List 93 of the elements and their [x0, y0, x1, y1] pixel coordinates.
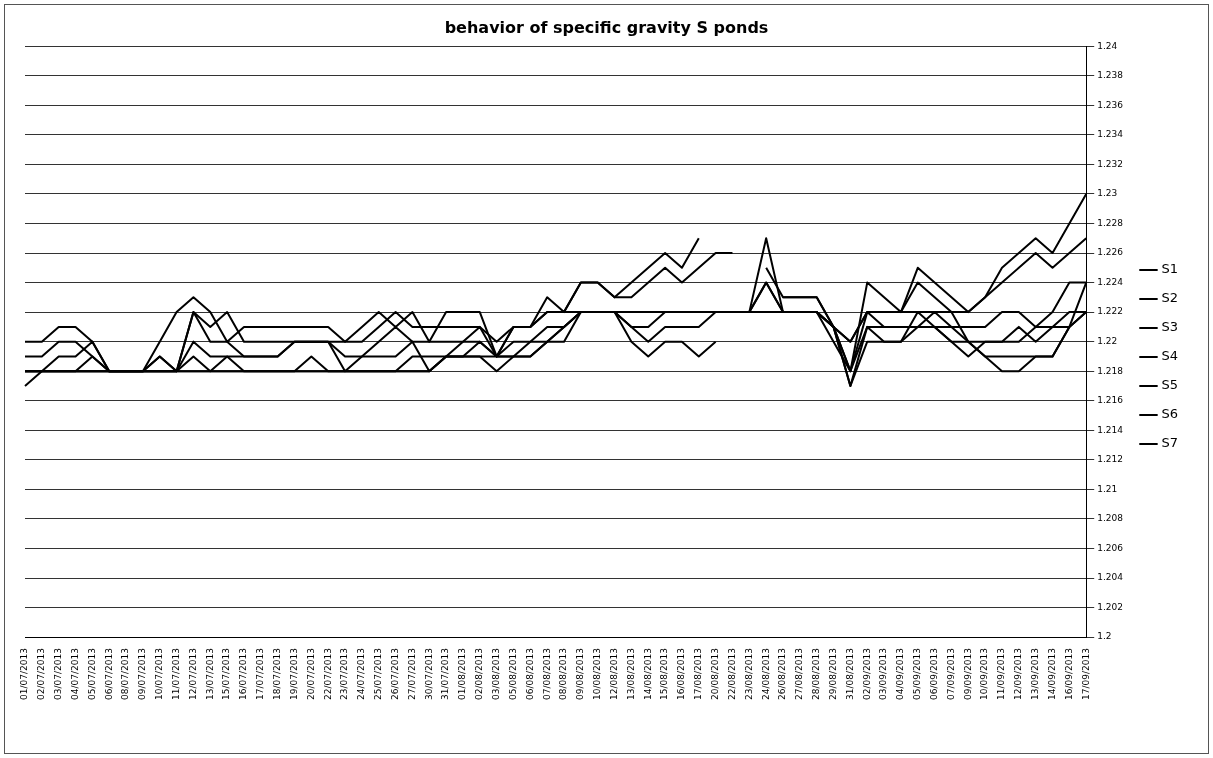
- x-tick-label: 13/08/2013: [625, 648, 636, 700]
- x-tick-label: 14/09/2013: [1046, 648, 1057, 700]
- y-tick-label: 1.214: [1097, 424, 1124, 435]
- x-tick-label: 12/08/2013: [608, 648, 619, 700]
- x-tick-label: 04/07/2013: [69, 648, 80, 700]
- x-tick-label: 07/08/2013: [541, 648, 552, 700]
- x-tick-label: 17/09/2013: [1080, 648, 1091, 700]
- x-tick-label: 13/09/2013: [1030, 648, 1041, 700]
- x-tick-label: 12/07/2013: [187, 648, 198, 700]
- y-tick-label: 1.21: [1097, 483, 1118, 494]
- x-tick-label: 02/07/2013: [36, 648, 47, 700]
- x-tick-label: 02/09/2013: [861, 648, 872, 700]
- y-tick-label: 1.224: [1097, 276, 1124, 287]
- y-tick-label: 1.228: [1097, 217, 1124, 228]
- y-tick-label: 1.218: [1097, 365, 1124, 376]
- x-tick-label: 24/08/2013: [760, 648, 771, 700]
- x-tick-label: 23/07/2013: [339, 648, 350, 700]
- y-tick-label: 1.216: [1097, 395, 1124, 406]
- x-tick-label: 01/08/2013: [457, 648, 468, 700]
- x-tick-label: 10/08/2013: [592, 648, 603, 700]
- y-tick-label: 1.226: [1097, 247, 1124, 258]
- legend-label: S7: [1161, 435, 1179, 451]
- x-tick-label: 17/07/2013: [255, 648, 266, 700]
- legend-label: S3: [1161, 319, 1179, 335]
- x-tick-label: 20/07/2013: [305, 648, 316, 700]
- x-tick-label: 09/09/2013: [962, 648, 973, 700]
- x-tick-label: 06/09/2013: [928, 648, 939, 700]
- y-tick-label: 1.2: [1097, 631, 1112, 642]
- x-tick-label: 06/08/2013: [524, 648, 535, 700]
- x-tick-label: 13/07/2013: [204, 648, 215, 700]
- x-tick-label: 15/07/2013: [221, 648, 232, 700]
- x-tick-label: 14/08/2013: [642, 648, 653, 700]
- x-tick-label: 15/08/2013: [659, 648, 670, 700]
- chart-title: behavior of specific gravity S ponds: [444, 17, 769, 37]
- x-tick-label: 12/09/2013: [1013, 648, 1024, 700]
- x-tick-label: 27/08/2013: [794, 648, 805, 700]
- y-tick-label: 1.238: [1097, 70, 1124, 81]
- x-tick-label: 05/08/2013: [507, 648, 518, 700]
- x-tick-label: 22/07/2013: [322, 648, 333, 700]
- x-tick-label: 08/07/2013: [120, 648, 131, 700]
- x-tick-label: 17/08/2013: [693, 648, 704, 700]
- y-tick-label: 1.23: [1097, 188, 1118, 199]
- x-tick-label: 09/08/2013: [575, 648, 586, 700]
- x-tick-label: 08/08/2013: [558, 648, 569, 700]
- x-tick-label: 24/07/2013: [356, 648, 367, 700]
- x-tick-label: 05/07/2013: [86, 648, 97, 700]
- x-tick-label: 28/08/2013: [811, 648, 822, 700]
- x-tick-label: 22/08/2013: [726, 648, 737, 700]
- x-tick-label: 11/09/2013: [996, 648, 1007, 700]
- y-tick-label: 1.234: [1097, 129, 1124, 140]
- x-tick-label: 18/07/2013: [272, 648, 283, 700]
- y-tick-label: 1.22: [1097, 336, 1118, 347]
- legend-label: S1: [1161, 261, 1179, 277]
- x-tick-label: 09/07/2013: [137, 648, 148, 700]
- y-tick-label: 1.212: [1097, 454, 1123, 465]
- x-tick-label: 11/07/2013: [170, 648, 181, 700]
- x-tick-label: 20/08/2013: [709, 648, 720, 700]
- x-tick-label: 26/08/2013: [777, 648, 788, 700]
- y-tick-label: 1.236: [1097, 99, 1124, 110]
- x-tick-label: 10/07/2013: [154, 648, 165, 700]
- y-tick-label: 1.222: [1097, 306, 1123, 317]
- x-tick-label: 31/08/2013: [844, 648, 855, 700]
- y-tick-label: 1.202: [1097, 601, 1123, 612]
- x-tick-label: 04/09/2013: [895, 648, 906, 700]
- x-tick-label: 01/07/2013: [19, 648, 30, 700]
- x-tick-label: 03/08/2013: [490, 648, 501, 700]
- x-tick-label: 26/07/2013: [389, 648, 400, 700]
- x-tick-label: 05/09/2013: [912, 648, 923, 700]
- y-tick-label: 1.204: [1097, 572, 1124, 583]
- x-tick-label: 23/08/2013: [743, 648, 754, 700]
- legend-label: S5: [1161, 377, 1179, 393]
- y-tick-label: 1.208: [1097, 513, 1124, 524]
- x-tick-label: 16/08/2013: [676, 648, 687, 700]
- x-tick-label: 10/09/2013: [979, 648, 990, 700]
- x-tick-label: 19/07/2013: [288, 648, 299, 700]
- x-tick-label: 29/08/2013: [827, 648, 838, 700]
- x-tick-label: 31/07/2013: [440, 648, 451, 700]
- x-tick-label: 03/09/2013: [878, 648, 889, 700]
- legend-label: S2: [1161, 290, 1179, 306]
- x-tick-label: 16/09/2013: [1063, 648, 1074, 700]
- x-tick-label: 06/07/2013: [103, 648, 114, 700]
- x-tick-label: 25/07/2013: [373, 648, 384, 700]
- y-tick-label: 1.206: [1097, 542, 1124, 553]
- legend-label: S4: [1161, 348, 1179, 364]
- y-tick-label: 1.232: [1097, 158, 1123, 169]
- x-tick-label: 27/07/2013: [406, 648, 417, 700]
- x-tick-label: 02/08/2013: [474, 648, 485, 700]
- legend-label: S6: [1161, 406, 1179, 422]
- y-tick-label: 1.24: [1097, 40, 1118, 51]
- x-tick-label: 16/07/2013: [238, 648, 249, 700]
- x-tick-label: 03/07/2013: [53, 648, 64, 700]
- x-tick-label: 30/07/2013: [423, 648, 434, 700]
- x-tick-label: 07/09/2013: [945, 648, 956, 700]
